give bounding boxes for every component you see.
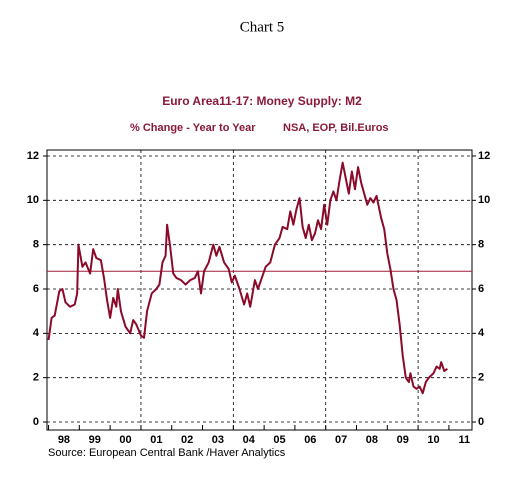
x-tick-label: 09 [397, 434, 409, 446]
x-tick-label: 06 [304, 434, 316, 446]
y-tick-label: 8 [33, 239, 39, 251]
x-tick-label: 03 [212, 434, 224, 446]
chart-title: Euro Area11-17: Money Supply: M2 [162, 94, 362, 108]
x-tick-label: 10 [427, 434, 439, 446]
y2-tick-label: 0 [478, 416, 484, 428]
y2-tick-label: 12 [478, 150, 490, 162]
y2-tick-label: 8 [478, 239, 484, 251]
x-tick-label: 01 [150, 434, 162, 446]
x-tick-label: 99 [89, 434, 101, 446]
x-tick-label: 07 [335, 434, 347, 446]
x-tick-label: 11 [458, 434, 470, 446]
y2-tick-label: 4 [478, 327, 485, 339]
y2-tick-label: 6 [478, 283, 484, 295]
y-tick-label: 6 [33, 283, 39, 295]
y2-tick-label: 2 [478, 372, 484, 384]
chart-subtitle: % Change - Year to Year [130, 122, 256, 134]
x-tick-label: 02 [181, 434, 193, 446]
y-tick-label: 10 [27, 194, 39, 206]
plot-frame [46, 149, 473, 431]
data-line [47, 161, 448, 395]
x-tick-label: 98 [58, 434, 70, 446]
y-tick-label: 2 [33, 372, 39, 384]
x-tick-label: 04 [243, 434, 256, 446]
x-tick-label: 00 [119, 434, 131, 446]
chart-subtitle-right: NSA, EOP, Bil.Euros [283, 122, 389, 134]
y-tick-label: 4 [33, 327, 40, 339]
chart-header: Chart 5 [240, 19, 285, 35]
y-tick-label: 0 [33, 416, 39, 428]
y-tick-label: 12 [27, 150, 39, 162]
y2-tick-label: 10 [478, 194, 490, 206]
x-tick-label: 05 [273, 434, 285, 446]
x-tick-label: 08 [366, 434, 378, 446]
source-note: Source: European Central Bank /Haver Ana… [48, 447, 286, 459]
